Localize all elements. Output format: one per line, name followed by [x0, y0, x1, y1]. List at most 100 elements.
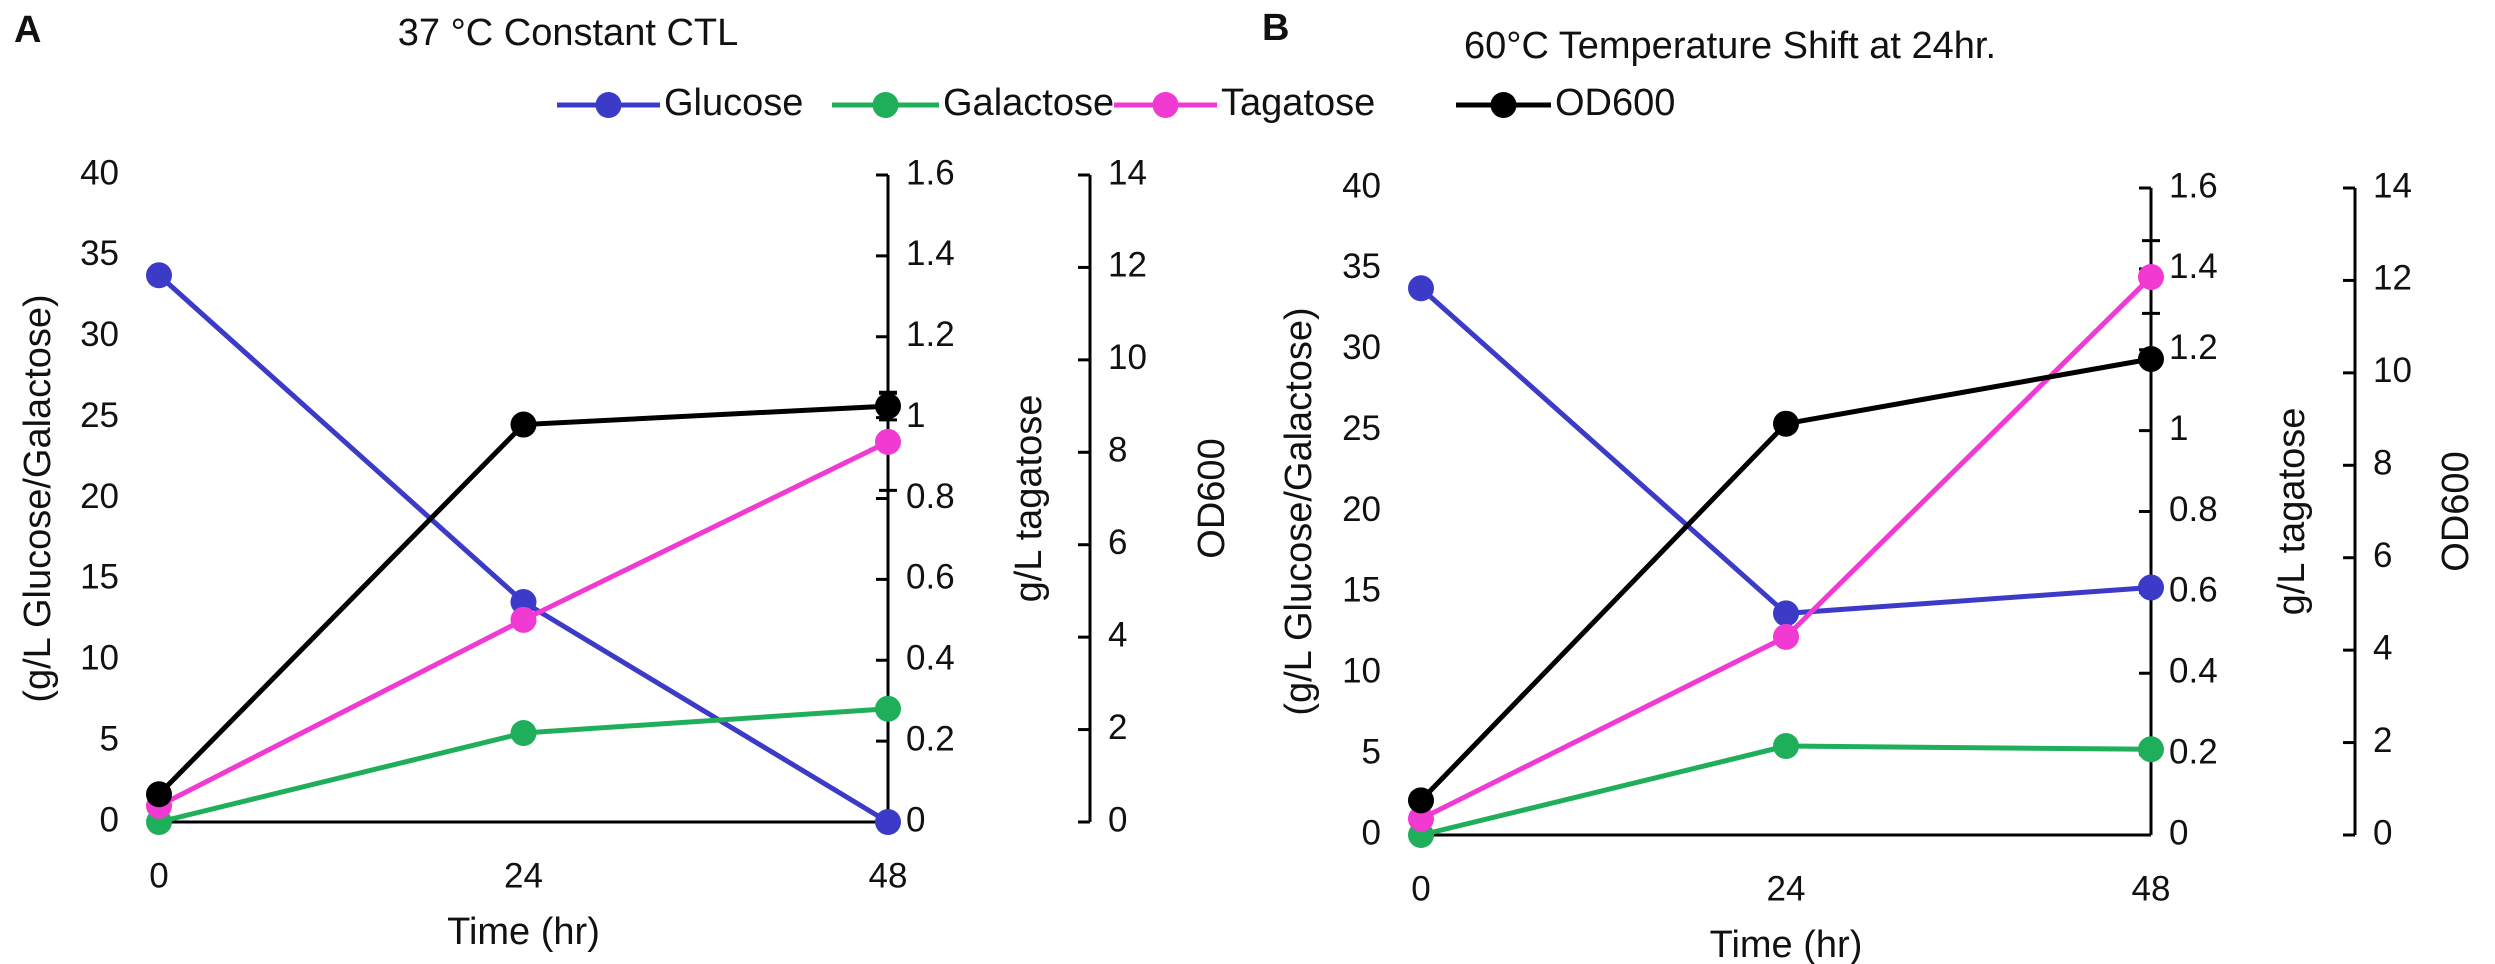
legend-marker	[1490, 92, 1517, 118]
point	[875, 809, 901, 835]
y2-tick-label: 1	[2169, 409, 2188, 448]
y3-tick-label: 2	[1108, 708, 1127, 747]
y-tick-label: 30	[80, 315, 119, 354]
point	[2138, 345, 2164, 372]
panel-letter: B	[1262, 7, 1289, 49]
point	[875, 428, 901, 455]
legend-label: OD600	[1555, 82, 1675, 124]
point	[510, 720, 537, 747]
y2-tick-label: 0	[906, 800, 925, 839]
y3-tick-label: 10	[2373, 351, 2412, 390]
y2-tick-label: 1.4	[906, 234, 955, 273]
y3-tick-label: 14	[2373, 166, 2412, 205]
y2-tick-label: 0.2	[906, 719, 955, 758]
y2-tick-label: 0.2	[2169, 732, 2218, 771]
y-axis-title: (g/L Glucose/Galactose)	[17, 294, 59, 702]
y3-tick-label: 6	[1108, 523, 1127, 562]
point	[510, 606, 537, 633]
y3-tick-label: 0	[1108, 800, 1127, 839]
y-tick-label: 0	[100, 800, 119, 839]
y3-tick-label: 14	[1108, 153, 1147, 192]
y2-tick-label: 1.2	[906, 315, 955, 354]
y2-tick-label: 1	[906, 396, 925, 435]
y-tick-label: 5	[100, 719, 119, 758]
y3-tick-label: 8	[1108, 431, 1127, 470]
legend-marker	[872, 92, 899, 118]
point	[1773, 410, 1799, 437]
y-tick-label: 35	[80, 234, 119, 273]
point	[146, 262, 172, 289]
y3-axis-title: OD600	[2435, 451, 2477, 571]
y2-tick-label: 1.6	[906, 153, 955, 192]
x-tick-label: 48	[2132, 869, 2171, 908]
y-tick-label: 20	[1342, 490, 1381, 529]
point	[1408, 805, 1434, 832]
y-tick-label: 10	[1342, 652, 1381, 691]
y2-tick-label: 0.4	[2169, 652, 2218, 691]
y-axis-title: (g/L Glucose/Galactose)	[1278, 307, 1320, 715]
y3-tick-label: 4	[2373, 628, 2392, 667]
y-tick-label: 5	[1362, 732, 1381, 771]
y2-tick-label: 0.8	[2169, 490, 2218, 529]
point	[875, 695, 901, 722]
y-tick-label: 25	[80, 396, 119, 435]
point	[510, 411, 537, 438]
y2-tick-label: 0.8	[906, 477, 955, 516]
x-tick-label: 0	[149, 856, 168, 895]
y-tick-label: 10	[80, 639, 119, 678]
x-axis-title: Time (hr)	[1710, 924, 1863, 964]
point	[875, 393, 901, 420]
y2-tick-label: 0.6	[906, 558, 955, 597]
point	[1773, 733, 1799, 760]
y-tick-label: 0	[1362, 813, 1381, 852]
y2-axis-title: g/L tagatose	[2271, 408, 2313, 616]
chart-title: 60°C Temperature Shift at 24hr.	[1464, 25, 1996, 67]
series-line	[1420, 743, 2152, 838]
y-tick-label: 20	[80, 477, 119, 516]
y3-axis-title: OD600	[1191, 438, 1233, 558]
y3-tick-label: 2	[2373, 721, 2392, 760]
y-tick-label: 40	[80, 153, 119, 192]
legend-label: Glucose	[664, 82, 803, 124]
point	[1773, 623, 1799, 650]
point	[1408, 275, 1434, 302]
legend-marker	[1152, 92, 1179, 118]
series-line	[1419, 286, 2152, 616]
legend-label: Tagatose	[1221, 82, 1375, 124]
point	[2138, 263, 2164, 290]
x-tick-label: 24	[1767, 869, 1806, 908]
x-axis-title: Time (hr)	[447, 911, 600, 953]
y2-tick-label: 1.2	[2169, 328, 2218, 367]
y-tick-label: 25	[1342, 409, 1381, 448]
point	[2138, 574, 2164, 601]
y2-tick-label: 1.4	[2169, 247, 2218, 286]
chart-title: 37 °C Constant CTL	[398, 12, 738, 54]
y3-tick-label: 12	[1108, 246, 1147, 285]
y3-tick-label: 10	[1108, 338, 1147, 377]
y-tick-label: 35	[1342, 247, 1381, 286]
point	[2138, 736, 2164, 763]
x-tick-label: 0	[1411, 869, 1430, 908]
y3-tick-label: 6	[2373, 536, 2392, 575]
point	[146, 781, 172, 808]
y2-tick-label: 0.6	[2169, 571, 2218, 610]
x-tick-label: 48	[869, 856, 908, 895]
legend-label: Galactose	[943, 82, 1114, 124]
legend-marker	[595, 92, 622, 118]
x-tick-label: 24	[504, 856, 543, 895]
y2-tick-label: 0.4	[906, 639, 955, 678]
y3-tick-label: 12	[2373, 259, 2412, 298]
y-tick-label: 15	[1342, 571, 1381, 610]
y-tick-label: 30	[1342, 328, 1381, 367]
y2-axis-title: g/L tagatose	[1008, 395, 1050, 603]
y3-tick-label: 0	[2373, 813, 2392, 852]
y-tick-label: 40	[1342, 166, 1381, 205]
point	[1408, 787, 1434, 814]
y2-tick-label: 1.6	[2169, 166, 2218, 205]
y3-tick-label: 8	[2373, 444, 2392, 483]
y-tick-label: 15	[80, 558, 119, 597]
point	[1773, 600, 1799, 627]
point	[510, 589, 537, 616]
